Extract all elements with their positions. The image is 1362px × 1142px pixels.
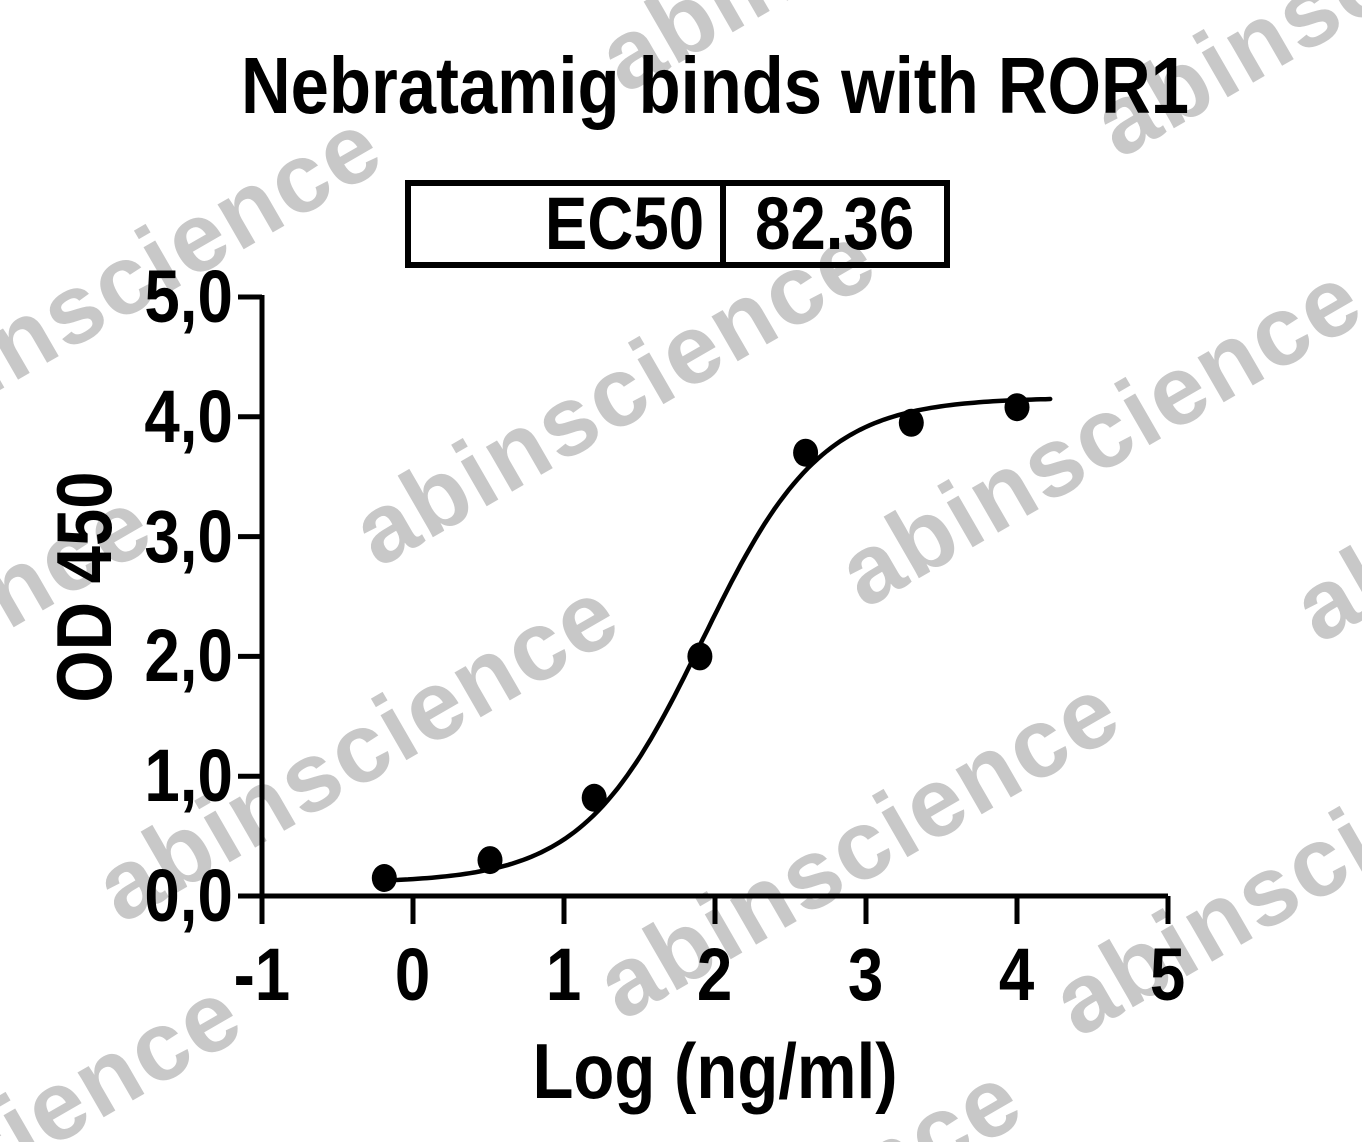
y-tick-label-text: 1,0 — [144, 734, 233, 818]
y-tick-label: 3,0 — [0, 494, 233, 578]
data-point — [371, 864, 397, 892]
x-tick-label: 5 — [1088, 938, 1248, 1012]
y-tick-label: 5,0 — [0, 260, 233, 334]
axis-and-ticks — [238, 294, 1171, 924]
data-point — [477, 846, 503, 875]
x-axis-title-text: Log (ng/ml) — [532, 1027, 898, 1115]
y-tick-label-text: 4,0 — [144, 374, 233, 458]
ec50-value-cell: 82.36 — [726, 186, 944, 262]
ec50-label: EC50 — [544, 182, 704, 265]
fit-curve-line — [382, 396, 1053, 883]
y-tick-label: 2,0 — [0, 619, 233, 693]
x-tick-label: -1 — [182, 938, 342, 1012]
x-tick-label-text: 4 — [999, 933, 1035, 1016]
x-tick-label: 3 — [786, 938, 946, 1012]
axes — [238, 294, 1171, 924]
y-tick-label-text: 0,0 — [144, 854, 233, 937]
y-tick-label-text: 5,0 — [144, 255, 233, 338]
y-tick-label: 0,0 — [0, 859, 233, 933]
x-tick-label-text: 5 — [1150, 933, 1186, 1016]
y-tick-label-text: 2,0 — [144, 614, 233, 698]
x-tick-label-text: 0 — [395, 933, 431, 1016]
x-tick-label-text: -1 — [233, 933, 291, 1016]
data-point — [687, 642, 713, 671]
y-tick-label: 4,0 — [0, 374, 233, 458]
x-axis-title: Log (ng/ml) — [503, 1028, 928, 1114]
chart-title-text: Nebratamig binds with ROR1 — [240, 41, 1190, 130]
data-point — [581, 783, 607, 812]
chart-title: Nebratamig binds with ROR1 — [164, 42, 1266, 130]
y-axis-title-text: OD 450 — [40, 471, 128, 703]
data-point — [898, 408, 924, 437]
x-tick-label: 2 — [635, 938, 795, 1012]
x-tick-label: 0 — [333, 938, 493, 1012]
x-tick-label-text: 2 — [697, 933, 733, 1016]
x-tick-label-text: 1 — [546, 933, 582, 1016]
ec50-table: EC50 82.36 — [405, 180, 950, 268]
x-tick-label-text: 3 — [848, 933, 884, 1016]
ec50-value: 82.36 — [755, 182, 915, 265]
ec50-label-cell: EC50 — [411, 186, 726, 262]
y-tick-label: 1,0 — [0, 739, 233, 813]
x-tick-label: 1 — [484, 938, 644, 1012]
data-point — [793, 438, 819, 467]
x-tick-label: 4 — [937, 938, 1097, 1012]
data-points — [371, 393, 1030, 892]
data-point — [1004, 393, 1030, 422]
y-tick-label-text: 3,0 — [144, 494, 233, 578]
